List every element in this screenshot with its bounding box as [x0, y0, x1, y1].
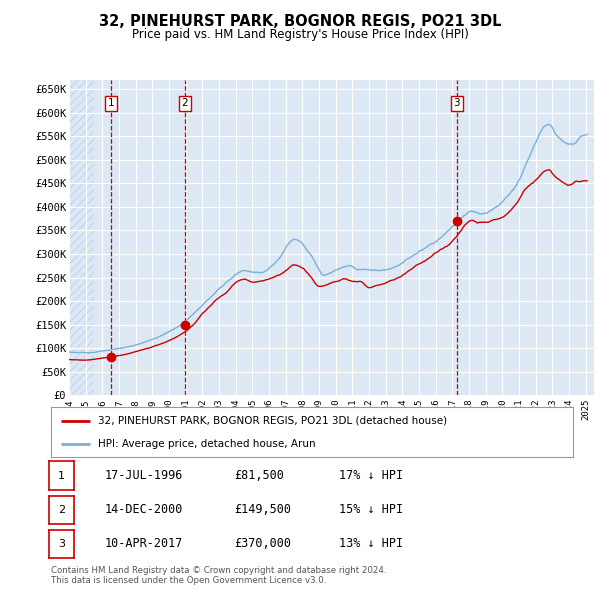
Bar [69, 80, 94, 395]
Text: Price paid vs. HM Land Registry's House Price Index (HPI): Price paid vs. HM Land Registry's House … [131, 28, 469, 41]
Text: 2: 2 [182, 98, 188, 108]
Text: 32, PINEHURST PARK, BOGNOR REGIS, PO21 3DL: 32, PINEHURST PARK, BOGNOR REGIS, PO21 3… [99, 14, 501, 28]
Text: 10-APR-2017: 10-APR-2017 [105, 537, 184, 550]
Text: 14-DEC-2000: 14-DEC-2000 [105, 503, 184, 516]
Text: 17-JUL-1996: 17-JUL-1996 [105, 469, 184, 482]
Text: 1: 1 [108, 98, 115, 108]
Text: Contains HM Land Registry data © Crown copyright and database right 2024.
This d: Contains HM Land Registry data © Crown c… [51, 566, 386, 585]
Text: 2: 2 [58, 505, 65, 514]
Text: 3: 3 [454, 98, 460, 108]
Text: 1: 1 [58, 471, 65, 480]
Text: 17% ↓ HPI: 17% ↓ HPI [339, 469, 403, 482]
Text: £149,500: £149,500 [234, 503, 291, 516]
Text: 15% ↓ HPI: 15% ↓ HPI [339, 503, 403, 516]
Text: HPI: Average price, detached house, Arun: HPI: Average price, detached house, Arun [98, 439, 316, 449]
Text: £81,500: £81,500 [234, 469, 284, 482]
Text: 13% ↓ HPI: 13% ↓ HPI [339, 537, 403, 550]
Text: 3: 3 [58, 539, 65, 549]
Text: 32, PINEHURST PARK, BOGNOR REGIS, PO21 3DL (detached house): 32, PINEHURST PARK, BOGNOR REGIS, PO21 3… [98, 415, 447, 425]
Text: £370,000: £370,000 [234, 537, 291, 550]
